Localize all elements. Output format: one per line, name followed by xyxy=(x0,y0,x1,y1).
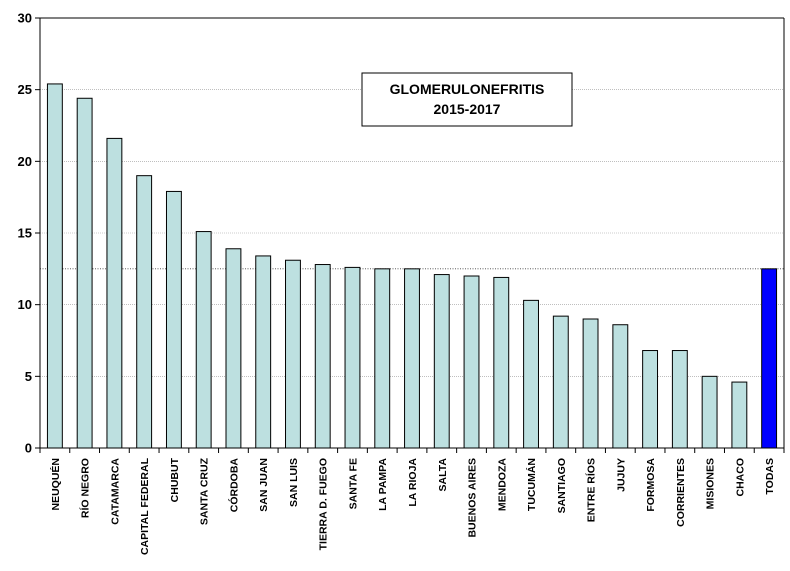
y-tick-label: 5 xyxy=(25,369,32,384)
x-category-label: TUCUMÁN xyxy=(525,458,538,511)
bar xyxy=(493,276,510,449)
bar xyxy=(195,231,212,449)
x-category-label: SANTA CRUZ xyxy=(199,457,211,525)
bar xyxy=(76,97,93,449)
x-category-label: SAN JUAN xyxy=(258,458,270,512)
bar xyxy=(106,137,123,449)
x-category-label: ENTRE RÍOS xyxy=(585,458,598,522)
x-category-label: CÓRDOBA xyxy=(227,458,240,513)
y-tick-label: 0 xyxy=(25,441,32,456)
x-category-label: CORRIENTES xyxy=(675,458,687,527)
x-category-label: SANTA FE xyxy=(347,458,359,509)
bar xyxy=(285,259,301,449)
y-tick-label: 10 xyxy=(18,297,32,312)
bar xyxy=(225,248,242,449)
x-category-label: BUENOS AIRES xyxy=(467,458,479,538)
bar xyxy=(731,381,748,449)
bar xyxy=(374,268,391,449)
x-category-label: MENDOZA xyxy=(496,458,508,511)
bar xyxy=(404,268,420,449)
bar-total xyxy=(761,268,778,449)
x-category-label: TODAS xyxy=(764,458,776,495)
bar xyxy=(433,274,450,449)
bar xyxy=(642,350,659,449)
bar xyxy=(552,315,569,449)
bar xyxy=(255,255,272,449)
x-category-label: CATAMARCA xyxy=(109,458,121,525)
x-category-label: CHACO xyxy=(734,458,746,497)
x-category-label: MISIONES xyxy=(705,458,717,509)
bar xyxy=(463,275,480,449)
bar xyxy=(344,266,361,449)
y-tick-label: 20 xyxy=(18,154,32,169)
x-category-label: NEUQUÉN xyxy=(49,458,62,511)
x-category-label: JUJUY xyxy=(615,458,627,492)
x-category-label: CHUBUT xyxy=(169,457,181,502)
y-tick-label: 15 xyxy=(18,226,32,241)
x-tick-labels: NEUQUÉN RÍO NEGRO CATAMARCA CAPITAL FEDERAL… xyxy=(49,457,776,555)
x-category-label: CAPITAL FEDERAL xyxy=(139,457,151,555)
x-category-label: RÍO NEGRO xyxy=(79,458,92,518)
x-category-label: SAN LUIS xyxy=(288,458,300,507)
y-tick-labels: 0 5 10 15 20 25 30 xyxy=(18,11,32,456)
x-category-label: SANTIAGO xyxy=(556,458,568,513)
bar xyxy=(582,318,599,449)
x-category-label: LA RIOJA xyxy=(407,458,419,507)
bar xyxy=(314,264,331,449)
x-category-label: FORMOSA xyxy=(645,458,657,512)
bar xyxy=(46,83,63,449)
bars xyxy=(46,83,778,449)
axes xyxy=(35,17,785,453)
bar xyxy=(523,299,539,449)
bar xyxy=(612,324,629,449)
bar xyxy=(136,175,153,449)
y-tick-label: 25 xyxy=(18,82,32,97)
bar xyxy=(165,190,182,449)
x-category-label: TIERRA D. FUEGO xyxy=(318,458,330,550)
y-tick-label: 30 xyxy=(18,11,32,26)
chart-subtitle: 2015-2017 xyxy=(434,101,501,117)
bar xyxy=(671,350,688,449)
bar xyxy=(701,375,718,449)
x-category-label: LA PAMPA xyxy=(377,458,389,511)
chart-title-box: GLOMERULONEFRITIS 2015-2017 xyxy=(361,72,573,127)
x-category-label: SALTA xyxy=(437,458,449,492)
chart-title: GLOMERULONEFRITIS xyxy=(390,81,545,97)
